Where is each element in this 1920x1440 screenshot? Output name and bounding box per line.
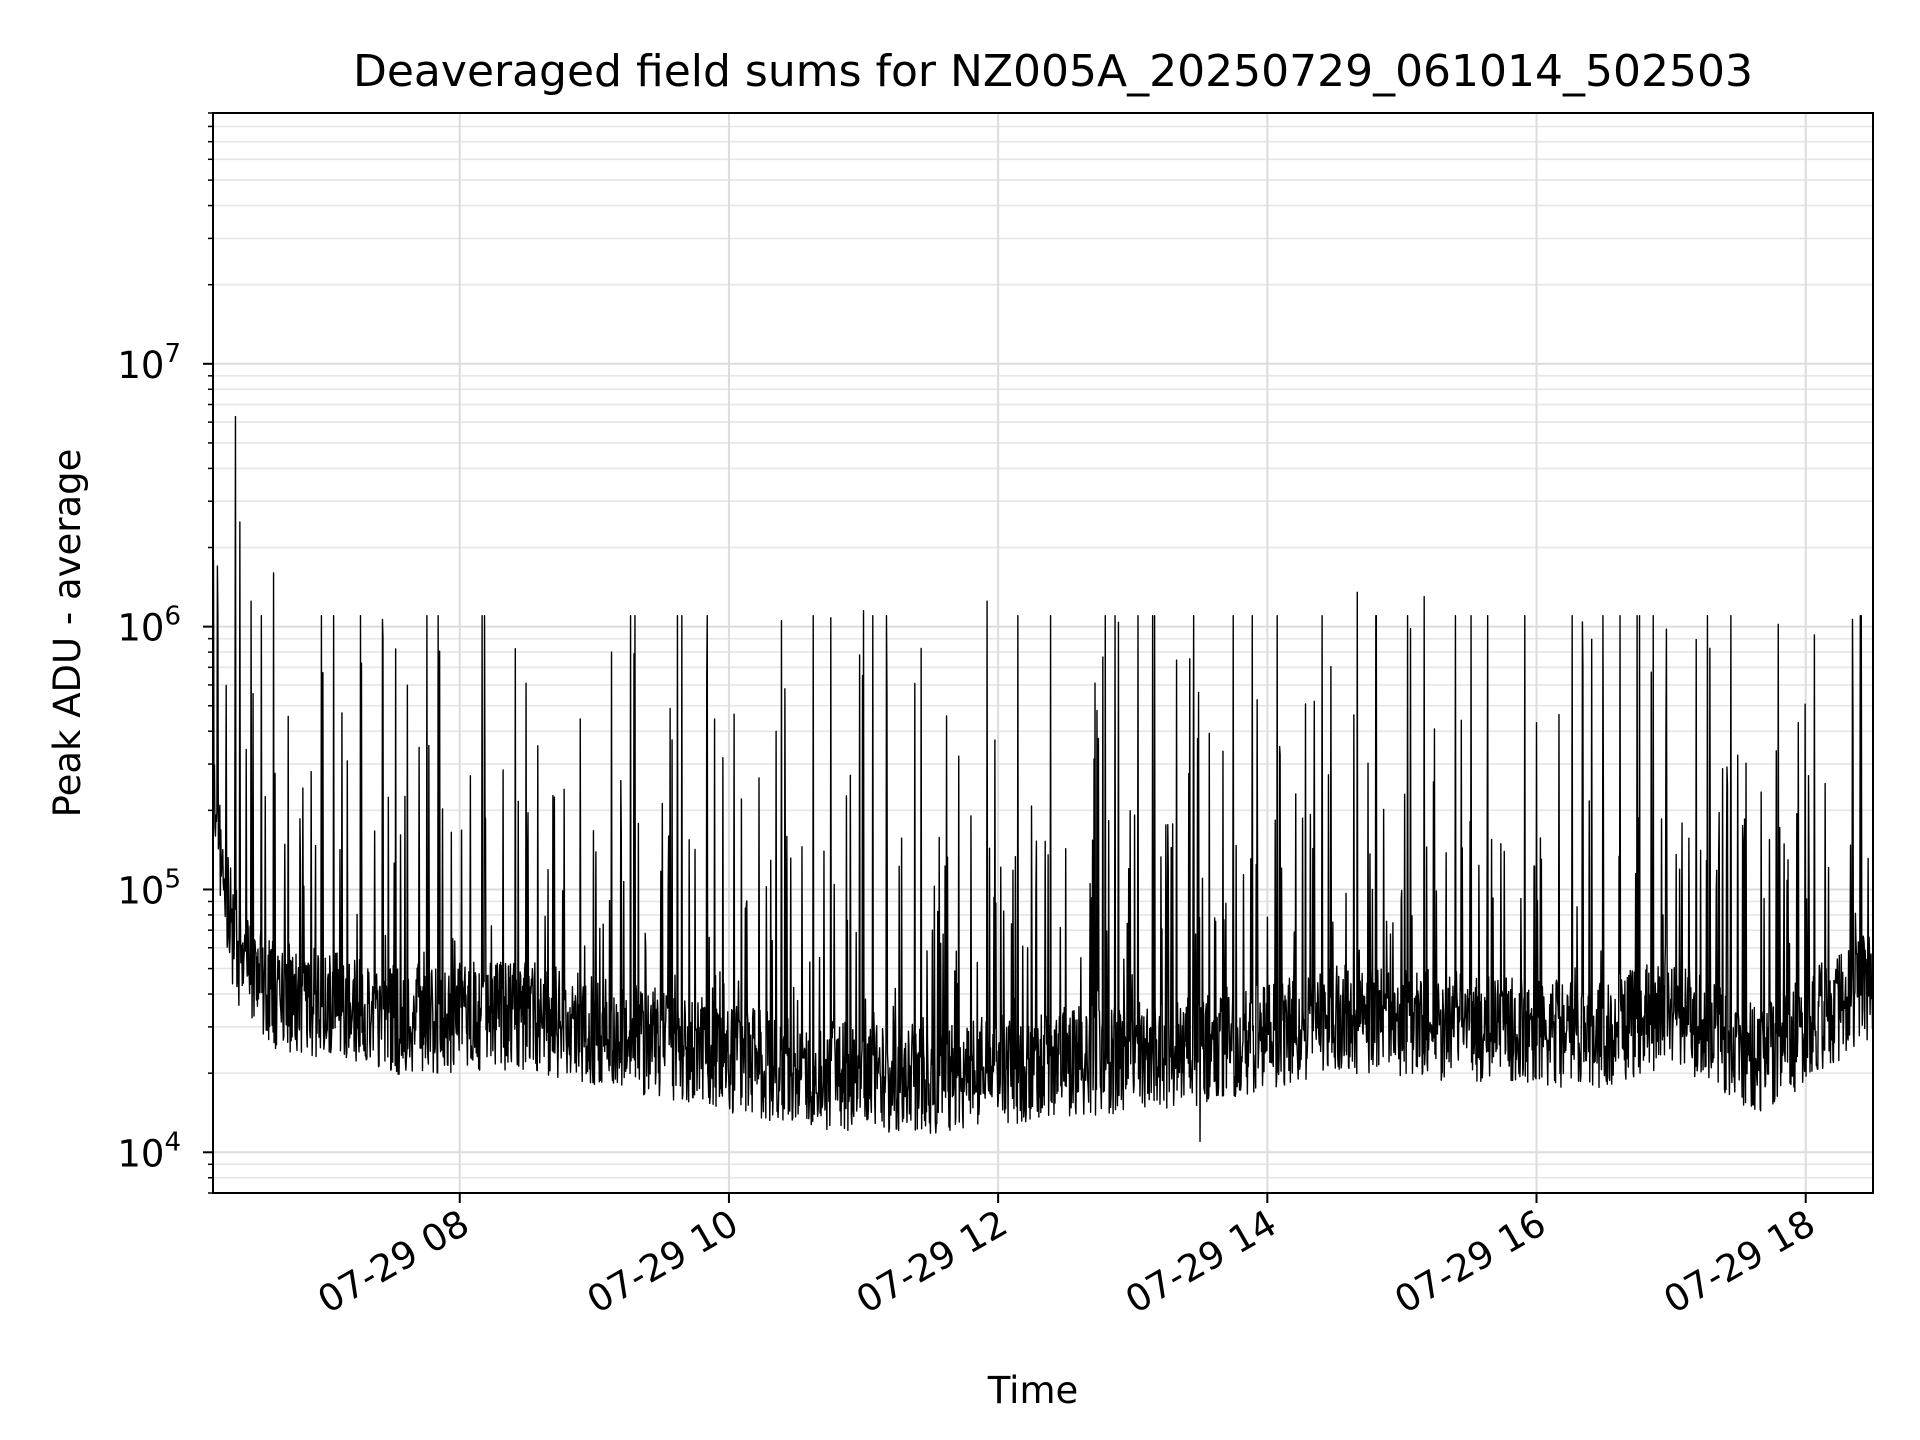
series-layer (213, 415, 1873, 1143)
y-tick-label: 105 (117, 864, 181, 912)
y-tick-base: 10 (117, 1132, 164, 1175)
y-tick-label: 106 (117, 602, 181, 650)
chart-title: Deaveraged field sums for NZ005A_2025072… (353, 46, 1753, 97)
y-tick-exponent: 7 (164, 339, 181, 369)
series-line (213, 415, 1873, 1143)
y-axis-label: Peak ADU - average (46, 449, 89, 818)
y-tick-label: 104 (117, 1127, 181, 1175)
y-tick-exponent: 5 (164, 864, 181, 894)
y-tick-exponent: 6 (164, 602, 181, 632)
y-tick-label: 107 (117, 339, 181, 387)
y-tick-base: 10 (117, 869, 164, 912)
x-axis-label: Time (987, 1369, 1079, 1412)
y-tick-exponent: 4 (164, 1127, 181, 1157)
y-tick-base: 10 (117, 344, 164, 387)
y-tick-base: 10 (117, 607, 164, 650)
plot-frame (212, 112, 1874, 1194)
